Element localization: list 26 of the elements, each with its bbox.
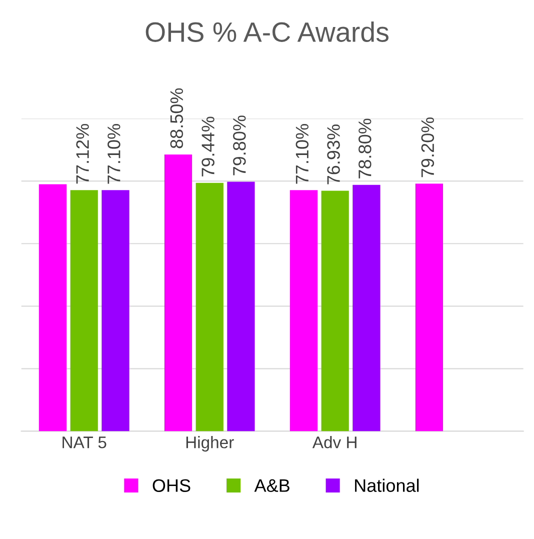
data-label: 78.80%	[358, 118, 372, 178]
bar	[415, 184, 444, 432]
data-label: 77.10%	[108, 124, 120, 184]
bar	[70, 190, 98, 432]
data-label: 76.93%	[327, 124, 340, 184]
legend-label: OHS	[152, 479, 190, 492]
bar	[290, 190, 318, 432]
bar	[164, 154, 192, 432]
data-label: 77.12%	[76, 124, 89, 184]
data-label: 79.20%	[421, 117, 434, 178]
bar	[352, 184, 380, 432]
x-tick-label: Higher	[186, 436, 234, 452]
data-label: 79.80%	[233, 116, 246, 176]
x-tick-label: Adv H	[312, 436, 356, 448]
bar	[227, 182, 255, 432]
data-label: 88.50%	[170, 88, 184, 148]
legend-label: National	[355, 478, 419, 492]
x-tick-label: NAT 5	[62, 436, 106, 448]
data-label: 79.44%	[202, 116, 214, 176]
chart-title: OHS % A-C Awards	[146, 22, 388, 42]
bar	[38, 184, 67, 432]
legend-label: A&B	[254, 479, 290, 492]
data-label: 77.10%	[296, 124, 309, 184]
bar	[196, 182, 224, 432]
bar	[102, 190, 130, 432]
bar	[321, 190, 349, 432]
